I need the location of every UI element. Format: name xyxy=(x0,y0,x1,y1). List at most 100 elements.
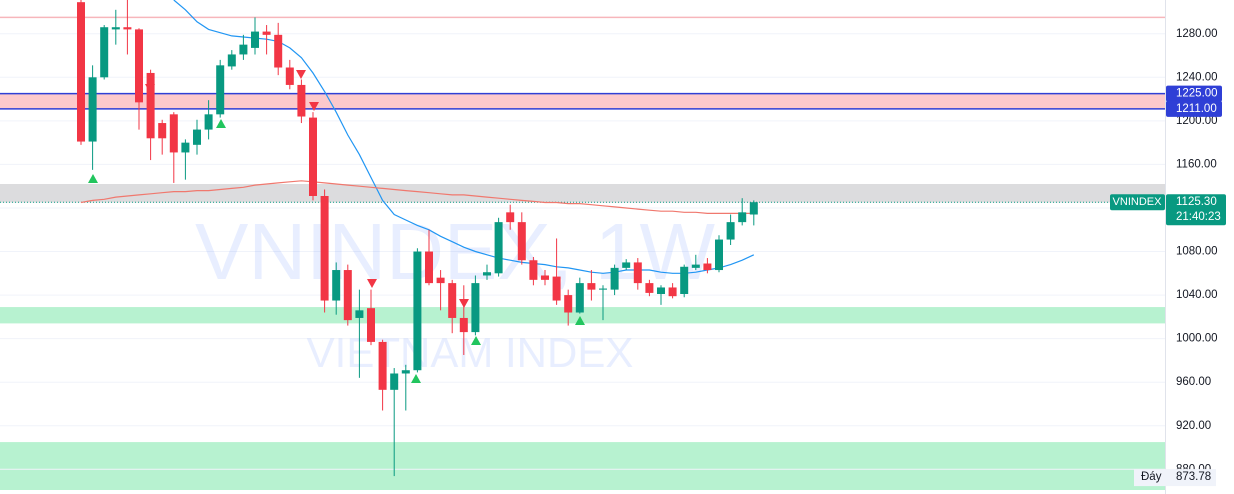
candle-body xyxy=(146,72,155,139)
candle-body xyxy=(100,27,109,78)
candle-body xyxy=(123,27,132,30)
price-axis: 880.00920.00960.001000.001040.001080.001… xyxy=(1110,28,1226,487)
candle-body xyxy=(517,222,526,261)
candle-body xyxy=(645,283,654,293)
low-marker-text: Đáy xyxy=(1141,471,1162,483)
candle-body xyxy=(587,283,596,290)
candle-body xyxy=(378,341,387,390)
candle-body xyxy=(483,272,491,276)
candle-body xyxy=(297,84,306,117)
candle-body xyxy=(239,44,248,55)
candle-body xyxy=(135,29,143,103)
candle-body xyxy=(227,54,236,67)
countdown-label: 21:40:23 xyxy=(1176,211,1221,223)
grid xyxy=(0,33,1165,470)
candle-body xyxy=(181,142,190,153)
candle-body xyxy=(332,270,341,301)
y-tick-label: 1280.00 xyxy=(1176,28,1218,40)
candle-body xyxy=(575,283,584,313)
candle-body xyxy=(494,222,503,274)
candle-body xyxy=(355,310,364,318)
sell-signal xyxy=(145,84,155,93)
candle-body xyxy=(703,263,712,271)
last-price-box xyxy=(1166,194,1226,226)
low-marker-box xyxy=(1134,469,1216,487)
moving-average xyxy=(173,0,755,274)
candle-body xyxy=(459,317,468,333)
candle-body xyxy=(633,262,642,284)
candle-body xyxy=(471,283,480,333)
candle-body xyxy=(541,275,549,280)
y-tick-label: 960.00 xyxy=(1176,376,1211,388)
candle-body xyxy=(715,239,723,271)
candle-body xyxy=(367,308,375,342)
watermark-title: VNINDEX, 1W xyxy=(195,207,716,296)
candle-body xyxy=(204,114,213,130)
buy-signal xyxy=(88,174,98,183)
candle-body xyxy=(413,251,422,371)
last-price-label: 1125.30 xyxy=(1176,196,1217,208)
lines xyxy=(0,0,1165,274)
candle-body xyxy=(251,31,259,48)
level-label-box xyxy=(1166,85,1222,102)
candle-body xyxy=(401,370,410,374)
candle-body xyxy=(599,288,607,290)
candle-body xyxy=(506,212,515,223)
buy-signal xyxy=(216,119,226,128)
candle-body xyxy=(657,287,665,294)
candle-body xyxy=(88,77,97,142)
candle-body xyxy=(343,270,352,321)
candle-body xyxy=(529,260,538,280)
candle-body xyxy=(680,266,689,294)
zone xyxy=(0,184,1165,203)
candle-body xyxy=(111,27,120,30)
candle-body xyxy=(749,202,758,215)
candle-body xyxy=(216,65,225,115)
zone xyxy=(0,93,1165,109)
candle-body xyxy=(436,277,445,284)
candle-body xyxy=(610,267,619,290)
candle-body xyxy=(622,262,631,268)
zone xyxy=(0,307,1165,324)
candle-body xyxy=(158,123,167,139)
buy-signal xyxy=(471,336,481,345)
sell-signal xyxy=(309,102,319,111)
y-tick-label: 1160.00 xyxy=(1176,158,1217,170)
candle-body xyxy=(390,373,399,390)
y-tick-label: 1040.00 xyxy=(1176,289,1218,301)
candle-body xyxy=(726,222,735,240)
candle-body xyxy=(552,276,561,301)
y-tick-label: 920.00 xyxy=(1176,420,1211,432)
buy-signal xyxy=(411,374,421,383)
symbol-label-box xyxy=(1110,194,1165,211)
candle-body xyxy=(262,31,271,35)
y-tick-label: 1000.00 xyxy=(1176,333,1218,345)
sell-signal xyxy=(459,299,469,308)
candle-body xyxy=(274,34,283,68)
candle-body xyxy=(320,196,329,301)
candle-body xyxy=(169,114,178,153)
y-tick-label: 1200.00 xyxy=(1176,115,1218,127)
candle-body xyxy=(425,251,433,284)
candle-body xyxy=(285,67,294,85)
low-marker-label: 873.78 xyxy=(1176,471,1211,483)
watermark-subtitle: VIETNAM INDEX xyxy=(307,329,634,376)
candle-body xyxy=(77,2,85,142)
candle-body xyxy=(691,264,700,268)
candle-body xyxy=(668,287,677,297)
zone xyxy=(0,442,1165,490)
candle-body xyxy=(448,283,457,318)
moving-average xyxy=(80,180,754,214)
signals xyxy=(88,70,585,383)
level-label-box xyxy=(1166,100,1222,117)
y-tick-label: 1240.00 xyxy=(1176,71,1218,83)
level-label: 1225.00 xyxy=(1176,88,1218,100)
candle-body xyxy=(309,117,317,196)
level-label: 1211.00 xyxy=(1176,103,1217,115)
y-tick-label: 1080.00 xyxy=(1176,246,1218,258)
candles xyxy=(77,0,758,477)
buy-signal xyxy=(575,316,585,325)
sell-signal xyxy=(296,70,306,79)
